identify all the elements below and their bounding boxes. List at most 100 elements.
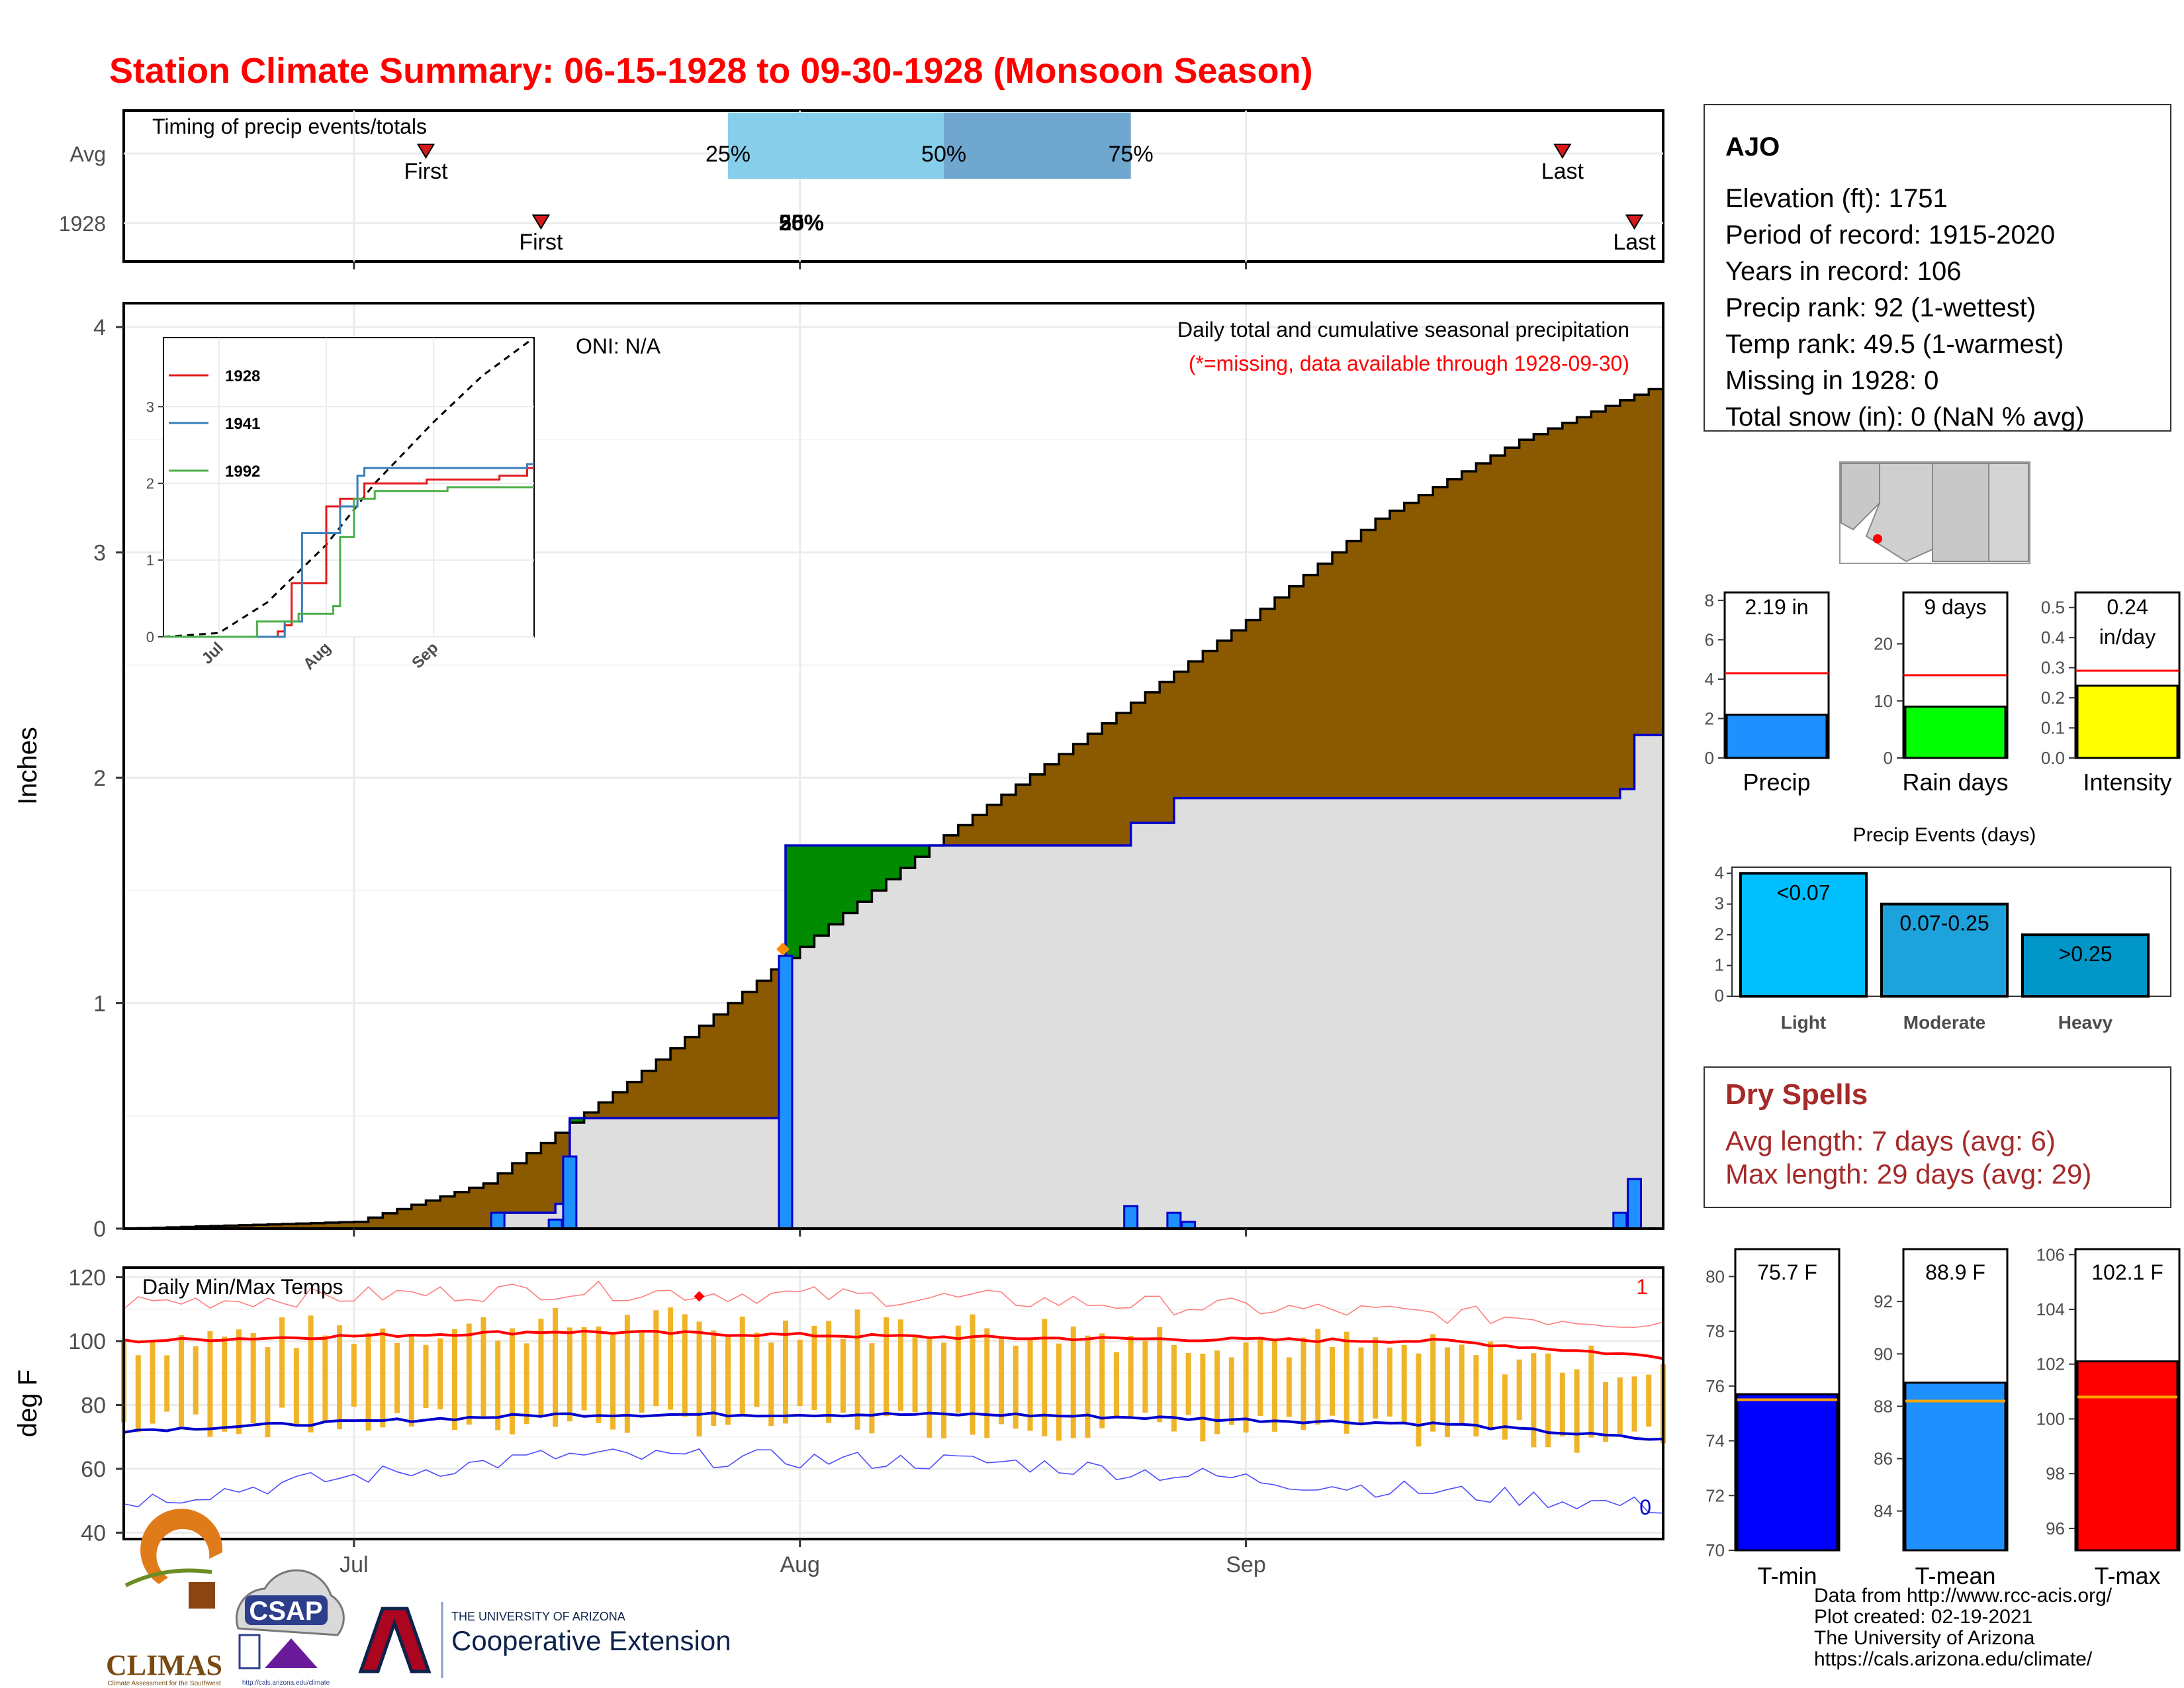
station-line: Years in record: 106 [1725, 257, 1962, 286]
inset-legend-label: 1992 [225, 463, 260, 481]
deficit-area [1173, 671, 1189, 798]
deficit-area [1606, 406, 1621, 798]
surplus-area [829, 845, 844, 925]
baseline-area [915, 857, 930, 1229]
deficit-area [1476, 463, 1491, 798]
timing-label: Timing of precip events/totals [152, 115, 427, 138]
temp-y-axis-label: deg F [13, 1370, 42, 1437]
deficit-area [1634, 395, 1649, 735]
y1928-first-marker [531, 214, 551, 230]
daily-temp-bar [164, 1355, 170, 1412]
daily-precip-bar [547, 1218, 563, 1230]
inset-legend-label: 1941 [225, 415, 260, 433]
summary-tick-label: 10 [1874, 691, 1893, 711]
baseline-area [1606, 798, 1621, 1229]
deficit-area [1087, 733, 1103, 846]
daily-temp-bar [1200, 1353, 1206, 1442]
deficit-area [1418, 494, 1433, 798]
inset-avg-line [163, 336, 535, 638]
y1928-last-label: Last [1613, 230, 1656, 255]
deficit-area [1404, 502, 1420, 798]
daily-temp-bar [1142, 1340, 1148, 1413]
climas-logo-text: CLIMAS [106, 1649, 222, 1681]
deficit-area [282, 1223, 297, 1229]
deficit-area [1044, 764, 1060, 846]
daily-temp-bar [1444, 1347, 1450, 1438]
climas-logo-sub: Climate Assessment for the Southwest [107, 1680, 220, 1687]
surplus-area [799, 845, 815, 947]
deficit-area [1361, 530, 1376, 798]
precip-note: (*=missing, data available through 1928-… [1189, 352, 1629, 375]
daily-temp-bar [437, 1338, 443, 1410]
summary-tick-label: 20 [1874, 634, 1893, 654]
deficit-area [656, 1059, 671, 1119]
baseline-area [1203, 798, 1218, 1229]
surplus-area [872, 845, 887, 891]
daily-temp-bar [854, 1309, 860, 1430]
deficit-area [1217, 640, 1232, 798]
daily-temp-bar [897, 1319, 903, 1411]
y1928-first-label: First [519, 230, 563, 255]
daily-temp-bar [1603, 1382, 1609, 1442]
timing-panel: Timing of precip events/totals Avg 1928 25%… [59, 109, 1664, 269]
baseline-area [1030, 845, 1045, 1229]
baseline-area [1087, 845, 1103, 1229]
precip-main-panel: 0 1 2 3 4 Inches Daily total and cumulative se… [13, 302, 1664, 1242]
temp-summary-value: 88.9 F [1925, 1260, 1985, 1284]
baseline-area [944, 845, 959, 1229]
deficit-area [699, 1025, 714, 1119]
daily-temp-bar [1128, 1335, 1134, 1419]
map-region-nm [1932, 463, 1989, 562]
temp-summary-tick-label: 70 [1706, 1540, 1725, 1560]
climas-logo-block [189, 1582, 215, 1609]
daily-precip-bar [1123, 1205, 1139, 1230]
surplus-area [814, 845, 829, 936]
quartile-bar-50-75 [944, 113, 1131, 179]
summary-value: 9 days [1924, 595, 1986, 619]
deficit-area [411, 1205, 427, 1229]
y-tick-label: 3 [93, 541, 106, 566]
dry-spells-line: Max length: 29 days (avg: 29) [1725, 1158, 2091, 1190]
deficit-area [353, 1221, 369, 1229]
daily-temp-bar [279, 1317, 285, 1408]
deficit-area [1649, 389, 1664, 735]
avg-first-label: First [404, 159, 448, 184]
temp-summary-bar-t-max [2076, 1360, 2179, 1552]
surplus-area [900, 845, 916, 868]
baseline-area [1389, 798, 1405, 1229]
station-line: Period of record: 1915-2020 [1725, 220, 2055, 250]
deficit-area [526, 1152, 542, 1213]
daily-temp-bar [999, 1336, 1005, 1425]
summary-label: Intensity [2083, 769, 2171, 796]
climas-logo-leaf [124, 1568, 212, 1587]
daily-temp-bar [869, 1343, 875, 1434]
deficit-area [1160, 682, 1175, 823]
deficit-area [944, 835, 959, 846]
deficit-area [1275, 597, 1290, 798]
csap-logo-text: CSAP [249, 1597, 322, 1626]
dry-spells-line: Avg length: 7 days (avg: 6) [1725, 1125, 2056, 1156]
baseline-area [742, 1118, 758, 1229]
deficit-area [498, 1173, 513, 1213]
daily-temp-bar [408, 1335, 414, 1427]
daily-temp-bar [1516, 1359, 1522, 1421]
daily-temp-bar [1171, 1344, 1177, 1432]
daily-temp-bar [811, 1325, 817, 1410]
events-category-label: Moderate [1903, 1012, 1985, 1033]
deficit-area [1073, 743, 1089, 846]
baseline-area [857, 902, 872, 1229]
daily-temp-bar [884, 1317, 889, 1417]
baseline-area [1375, 798, 1390, 1229]
baseline-area [1346, 798, 1362, 1229]
daily-temp-bar [1013, 1345, 1019, 1429]
timing-row-1928: 1928 [59, 212, 106, 236]
events-bar-label: <0.07 [1777, 880, 1831, 904]
daily-temp-bar [207, 1331, 213, 1437]
events-bar-heavy [2021, 933, 2150, 998]
deficit-area [454, 1192, 470, 1229]
baseline-area [713, 1118, 729, 1229]
summary-label: Rain days [1902, 769, 2008, 796]
y1928-50-label: 50% [779, 211, 824, 236]
csap-badge [245, 1595, 328, 1625]
